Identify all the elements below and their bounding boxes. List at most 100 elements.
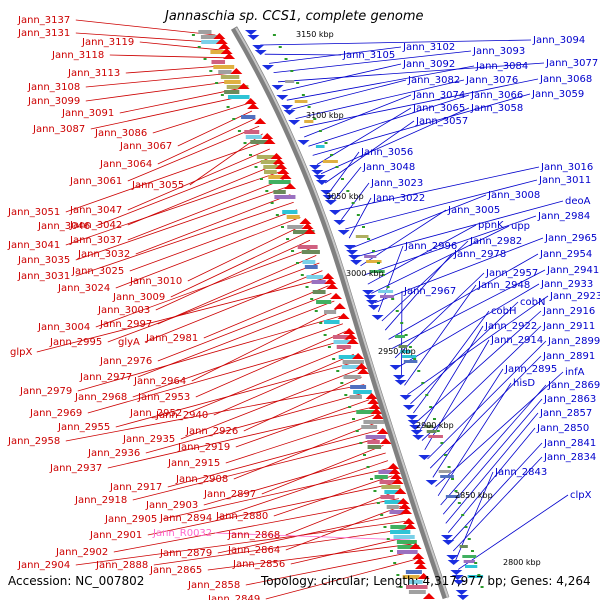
connector-line [277,62,545,83]
gene-label-forward: Jann_2981 [145,333,198,344]
gene-label-reverse: Jann_3093 [472,46,525,57]
scale-tick [425,394,429,396]
scale-tick [447,466,451,468]
forward-gene-arrow [220,48,233,54]
gene-label-reverse: Jann_2914 [490,335,543,346]
gene-label-forward: Jann_3055 [131,180,184,191]
gene-label-forward: Jann_2856 [232,559,285,570]
gene-feature-block [323,310,337,314]
reverse-gene-arrow [244,30,257,35]
reverse-gene-arrow [281,105,294,110]
reverse-gene-arrow [452,580,465,585]
connector-line [157,118,256,165]
scale-tick [346,190,350,192]
scale-tick [432,418,436,420]
reverse-gene-arrow [329,210,342,215]
gene-feature-block [260,160,278,164]
gene-label-forward: Jann_3037 [69,235,122,246]
kbp-scale-label: 2900 kbp [416,421,454,430]
connector-line [421,325,542,441]
gene-feature-block [405,570,422,574]
gene-label-forward: Jann_3064 [99,159,152,170]
topology-text: Topology: circular; Length: 4,317,977 bp… [261,574,591,588]
gene-label-reverse: Jann_2923 [549,291,600,302]
forward-gene-arrow [409,543,422,549]
gene-label-forward: Jann_3032 [77,249,130,260]
forward-gene-arrow [402,518,415,524]
gene-feature-block [349,395,362,399]
connector-line [410,301,519,405]
scale-tick [332,358,336,360]
gene-label-reverse: Jann_3092 [402,59,455,70]
scale-tick [259,178,263,180]
gene-feature-block [315,145,325,148]
connector-line [125,65,231,74]
gene-label-forward: Jann_2977 [79,372,132,383]
gene-label-reverse: Jann_2957 [485,268,538,279]
scale-tick [278,46,282,48]
scale-tick [408,346,412,348]
gene-feature-block [342,360,364,364]
gene-feature-block [380,295,395,298]
scale-tick [319,322,323,324]
connector-line [233,422,377,480]
connector-line [371,225,510,294]
gene-feature-block [402,355,417,358]
connector-line [364,215,537,276]
connector-line [145,391,367,454]
gene-feature-block [198,30,212,34]
forward-gene-arrow [272,158,285,164]
scale-tick [477,574,481,576]
scale-tick [391,298,395,300]
gene-label-reverse: Jann_3068 [539,74,592,85]
reverse-gene-arrow [402,405,415,410]
reverse-gene-arrow [418,455,431,460]
forward-gene-arrow [370,408,383,414]
gene-feature-block [241,115,256,119]
connector-line [432,368,504,478]
scale-tick [335,166,339,168]
connector-line [295,79,465,119]
gene-feature-block [397,550,418,554]
gene-feature-block [393,535,415,539]
reverse-gene-arrow [409,425,422,430]
gene-feature-block [268,180,291,184]
label-connector-lines [36,19,569,600]
gene-label-forward: Jann_3087 [32,124,85,135]
connector-line [269,46,402,64]
gene-label-reverse: Jann_3022 [372,193,425,204]
gene-feature-block [381,485,401,489]
scale-tick [451,478,455,480]
gene-label-forward: Jann_2879 [159,548,212,559]
connector-line [113,498,399,553]
connector-line [265,559,416,600]
gene-feature-block [438,470,451,473]
connector-line [139,41,223,51]
scale-tick [305,286,309,288]
forward-gene-arrow [254,118,267,124]
gene-feature-block [425,425,434,428]
gene-label-forward: Jann_3046 [37,221,90,232]
gene-label-reverse: Jann_2869 [547,380,600,391]
connector-line [127,163,277,226]
gene-label-forward: Jann_2952 [129,408,182,419]
forward-gene-arrow [357,368,370,374]
connector-line [85,80,238,102]
gene-feature-block [355,235,369,238]
forward-gene-arrow [413,558,426,564]
kbp-scale-label: 2950 kbp [378,347,416,356]
connector-line [155,239,311,311]
connector-line [348,197,372,239]
scale-tick [340,178,344,180]
reverse-gene-arrow [367,305,380,310]
scale-tick [300,274,304,276]
scale-tick [386,538,390,540]
gene-feature-block [367,440,380,444]
gene-label-forward: Jann_2904 [17,560,70,571]
kbp-scale-label: 3050 kbp [326,192,364,201]
forward-gene-arrow [247,103,260,109]
gene-feature-block [285,80,295,83]
gene-feature-block [220,75,240,79]
forward-gene-arrow [388,468,401,474]
scale-tick [396,574,400,576]
